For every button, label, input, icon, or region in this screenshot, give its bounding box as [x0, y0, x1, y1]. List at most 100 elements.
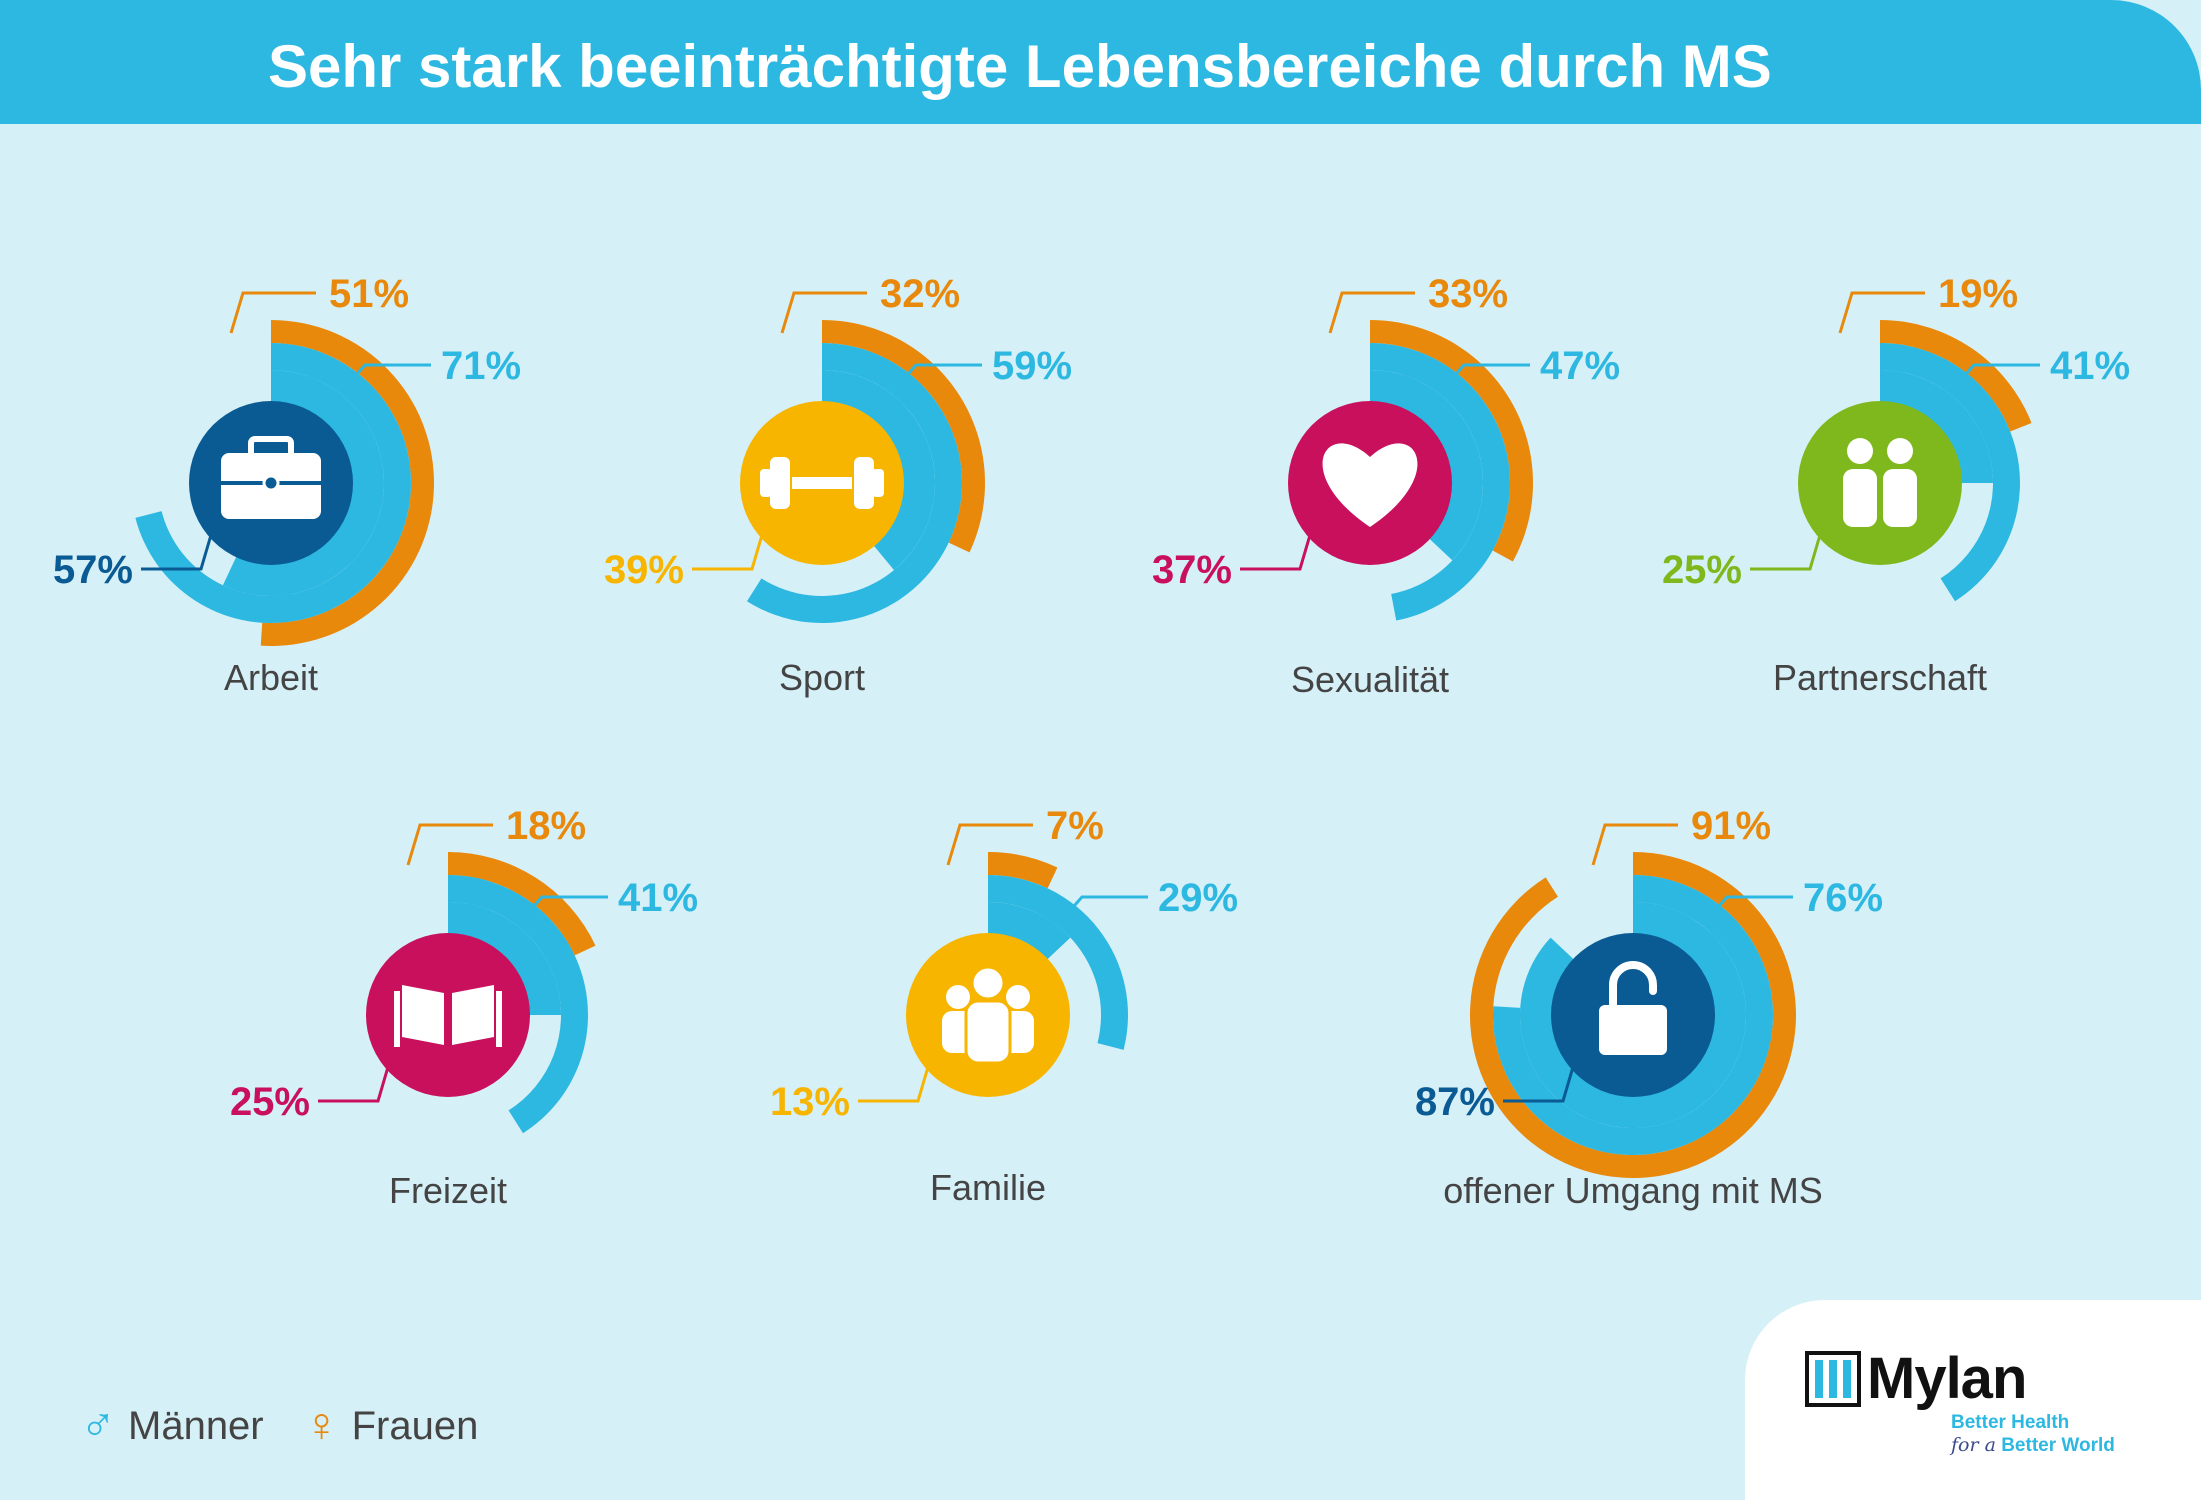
- dumbbell-bar: [792, 477, 852, 489]
- total-leader-line: [1240, 534, 1312, 571]
- dumbbell-weight-left: [770, 457, 790, 509]
- women-value-label: 7%: [1046, 804, 1104, 848]
- book-cover-right: [496, 991, 502, 1047]
- men-leader-line: [347, 363, 431, 384]
- header-bar: [0, 0, 2201, 124]
- category-label: Partnerschaft: [1773, 657, 1987, 698]
- person-body-1: [1883, 469, 1917, 527]
- family-head-left: [946, 985, 970, 1009]
- women-value-label: 19%: [1938, 272, 2018, 316]
- men-value-label: 29%: [1158, 876, 1238, 920]
- page-title: Sehr stark beeinträchtigte Lebensbereich…: [268, 33, 1772, 100]
- men-leader-line: [1064, 895, 1148, 916]
- category-label: Arbeit: [224, 657, 318, 698]
- person-head-0: [1847, 438, 1873, 464]
- total-leader-line: [1750, 534, 1822, 571]
- legend-women: ♀ Frauen: [304, 1402, 479, 1450]
- logo-tagline-2a: for a: [1951, 1434, 1996, 1456]
- total-band: [988, 902, 1071, 966]
- female-symbol-icon: ♀: [303, 1399, 340, 1452]
- men-arc: [448, 875, 588, 1134]
- radial-chart-2: 33% 47% 37% Sexualität: [1152, 272, 1620, 700]
- total-value-label: 25%: [230, 1080, 310, 1124]
- total-value-label: 39%: [604, 548, 684, 592]
- male-symbol-icon: ♂: [80, 1399, 116, 1452]
- women-value-label: 32%: [880, 272, 960, 316]
- men-arc: [1370, 343, 1510, 621]
- total-band: [822, 370, 935, 571]
- dumbbell-icon: [760, 457, 884, 509]
- men-arc: [746, 343, 962, 623]
- logo: Mylan: [1805, 1346, 2027, 1411]
- women-arc: [1880, 319, 2032, 432]
- book-icon: [394, 985, 502, 1047]
- total-leader-line: [318, 1066, 390, 1103]
- lock-shackle: [1609, 961, 1657, 1009]
- legend-women-label: Frauen: [351, 1403, 479, 1448]
- total-value-label: 87%: [1415, 1080, 1495, 1124]
- women-leader-line: [946, 823, 1033, 866]
- logo-box: Mylan Better Health for a Better World: [1745, 1300, 2201, 1500]
- icon-disk: [366, 933, 530, 1097]
- total-band: [222, 370, 385, 596]
- radial-chart-5: 7% 29% 13% Familie: [770, 804, 1238, 1208]
- women-arc: [822, 320, 985, 553]
- total-band: [1370, 370, 1483, 561]
- women-leader-line: [1591, 823, 1678, 866]
- men-value-label: 59%: [992, 344, 1072, 388]
- briefcase-lock: [262, 474, 280, 492]
- women-arc: [260, 319, 435, 646]
- person-head-1: [1887, 438, 1913, 464]
- radial-chart-4: 18% 41% 25% Freizeit: [230, 804, 698, 1211]
- total-value-label: 25%: [1662, 548, 1742, 592]
- women-arc: [1370, 320, 1534, 562]
- category-label: Sport: [779, 657, 865, 698]
- men-leader-line: [1446, 363, 1530, 384]
- category-label: Familie: [930, 1167, 1046, 1208]
- heart-icon: [1322, 443, 1418, 527]
- men-leader-line: [1709, 895, 1793, 916]
- radial-chart-0: 51% 71% 57% Arbeit: [53, 272, 521, 698]
- dumbbell-end-left: [760, 469, 772, 497]
- total-leader-line: [692, 534, 764, 571]
- category-label: Freizeit: [389, 1170, 507, 1211]
- women-value-label: 51%: [329, 272, 409, 316]
- radial-chart-1: 32% 59% 39% Sport: [604, 272, 1072, 698]
- total-value-label: 37%: [1152, 548, 1232, 592]
- women-leader-line: [780, 291, 867, 334]
- men-leader-line: [1956, 363, 2040, 384]
- women-leader-line: [229, 291, 316, 334]
- category-label: offener Umgang mit MS: [1443, 1170, 1823, 1211]
- men-leader-line: [524, 895, 608, 916]
- women-leader-line: [1328, 291, 1415, 334]
- men-leader-line: [898, 363, 982, 384]
- family-head-center: [970, 965, 1006, 1001]
- briefcase-icon: [221, 436, 321, 519]
- logo-tagline-1: Better Health: [1951, 1412, 2070, 1433]
- unlock-icon: [1599, 961, 1667, 1055]
- couple-icon: [1843, 438, 1917, 527]
- book-page-left: [402, 985, 444, 1045]
- icon-disk: [1798, 401, 1962, 565]
- women-leader-line: [406, 823, 493, 866]
- legend-men: ♂ Männer: [80, 1402, 264, 1450]
- total-value-label: 57%: [53, 548, 133, 592]
- heart-shape: [1322, 443, 1418, 527]
- logo-tagline-2: for a Better World: [1951, 1434, 2115, 1457]
- legend-men-label: Männer: [128, 1403, 264, 1448]
- logo-name: Mylan: [1867, 1346, 2027, 1411]
- legend: ♂ Männer ♀ Frauen: [80, 1402, 518, 1450]
- logo-tagline-2b: Better World: [2001, 1435, 2115, 1456]
- men-value-label: 41%: [2050, 344, 2130, 388]
- radial-chart-6: 91% 76% 87% offener Umgang mit MS: [1415, 804, 1883, 1211]
- total-leader-line: [1503, 1066, 1575, 1103]
- mylan-logo-icon: [1805, 1351, 1861, 1407]
- dumbbell-end-right: [872, 469, 884, 497]
- women-value-label: 18%: [506, 804, 586, 848]
- person-body-0: [1843, 469, 1877, 527]
- category-label: Sexualität: [1291, 659, 1449, 700]
- dumbbell-weight-right: [854, 457, 874, 509]
- total-leader-line: [858, 1066, 930, 1103]
- book-page-right: [452, 985, 494, 1045]
